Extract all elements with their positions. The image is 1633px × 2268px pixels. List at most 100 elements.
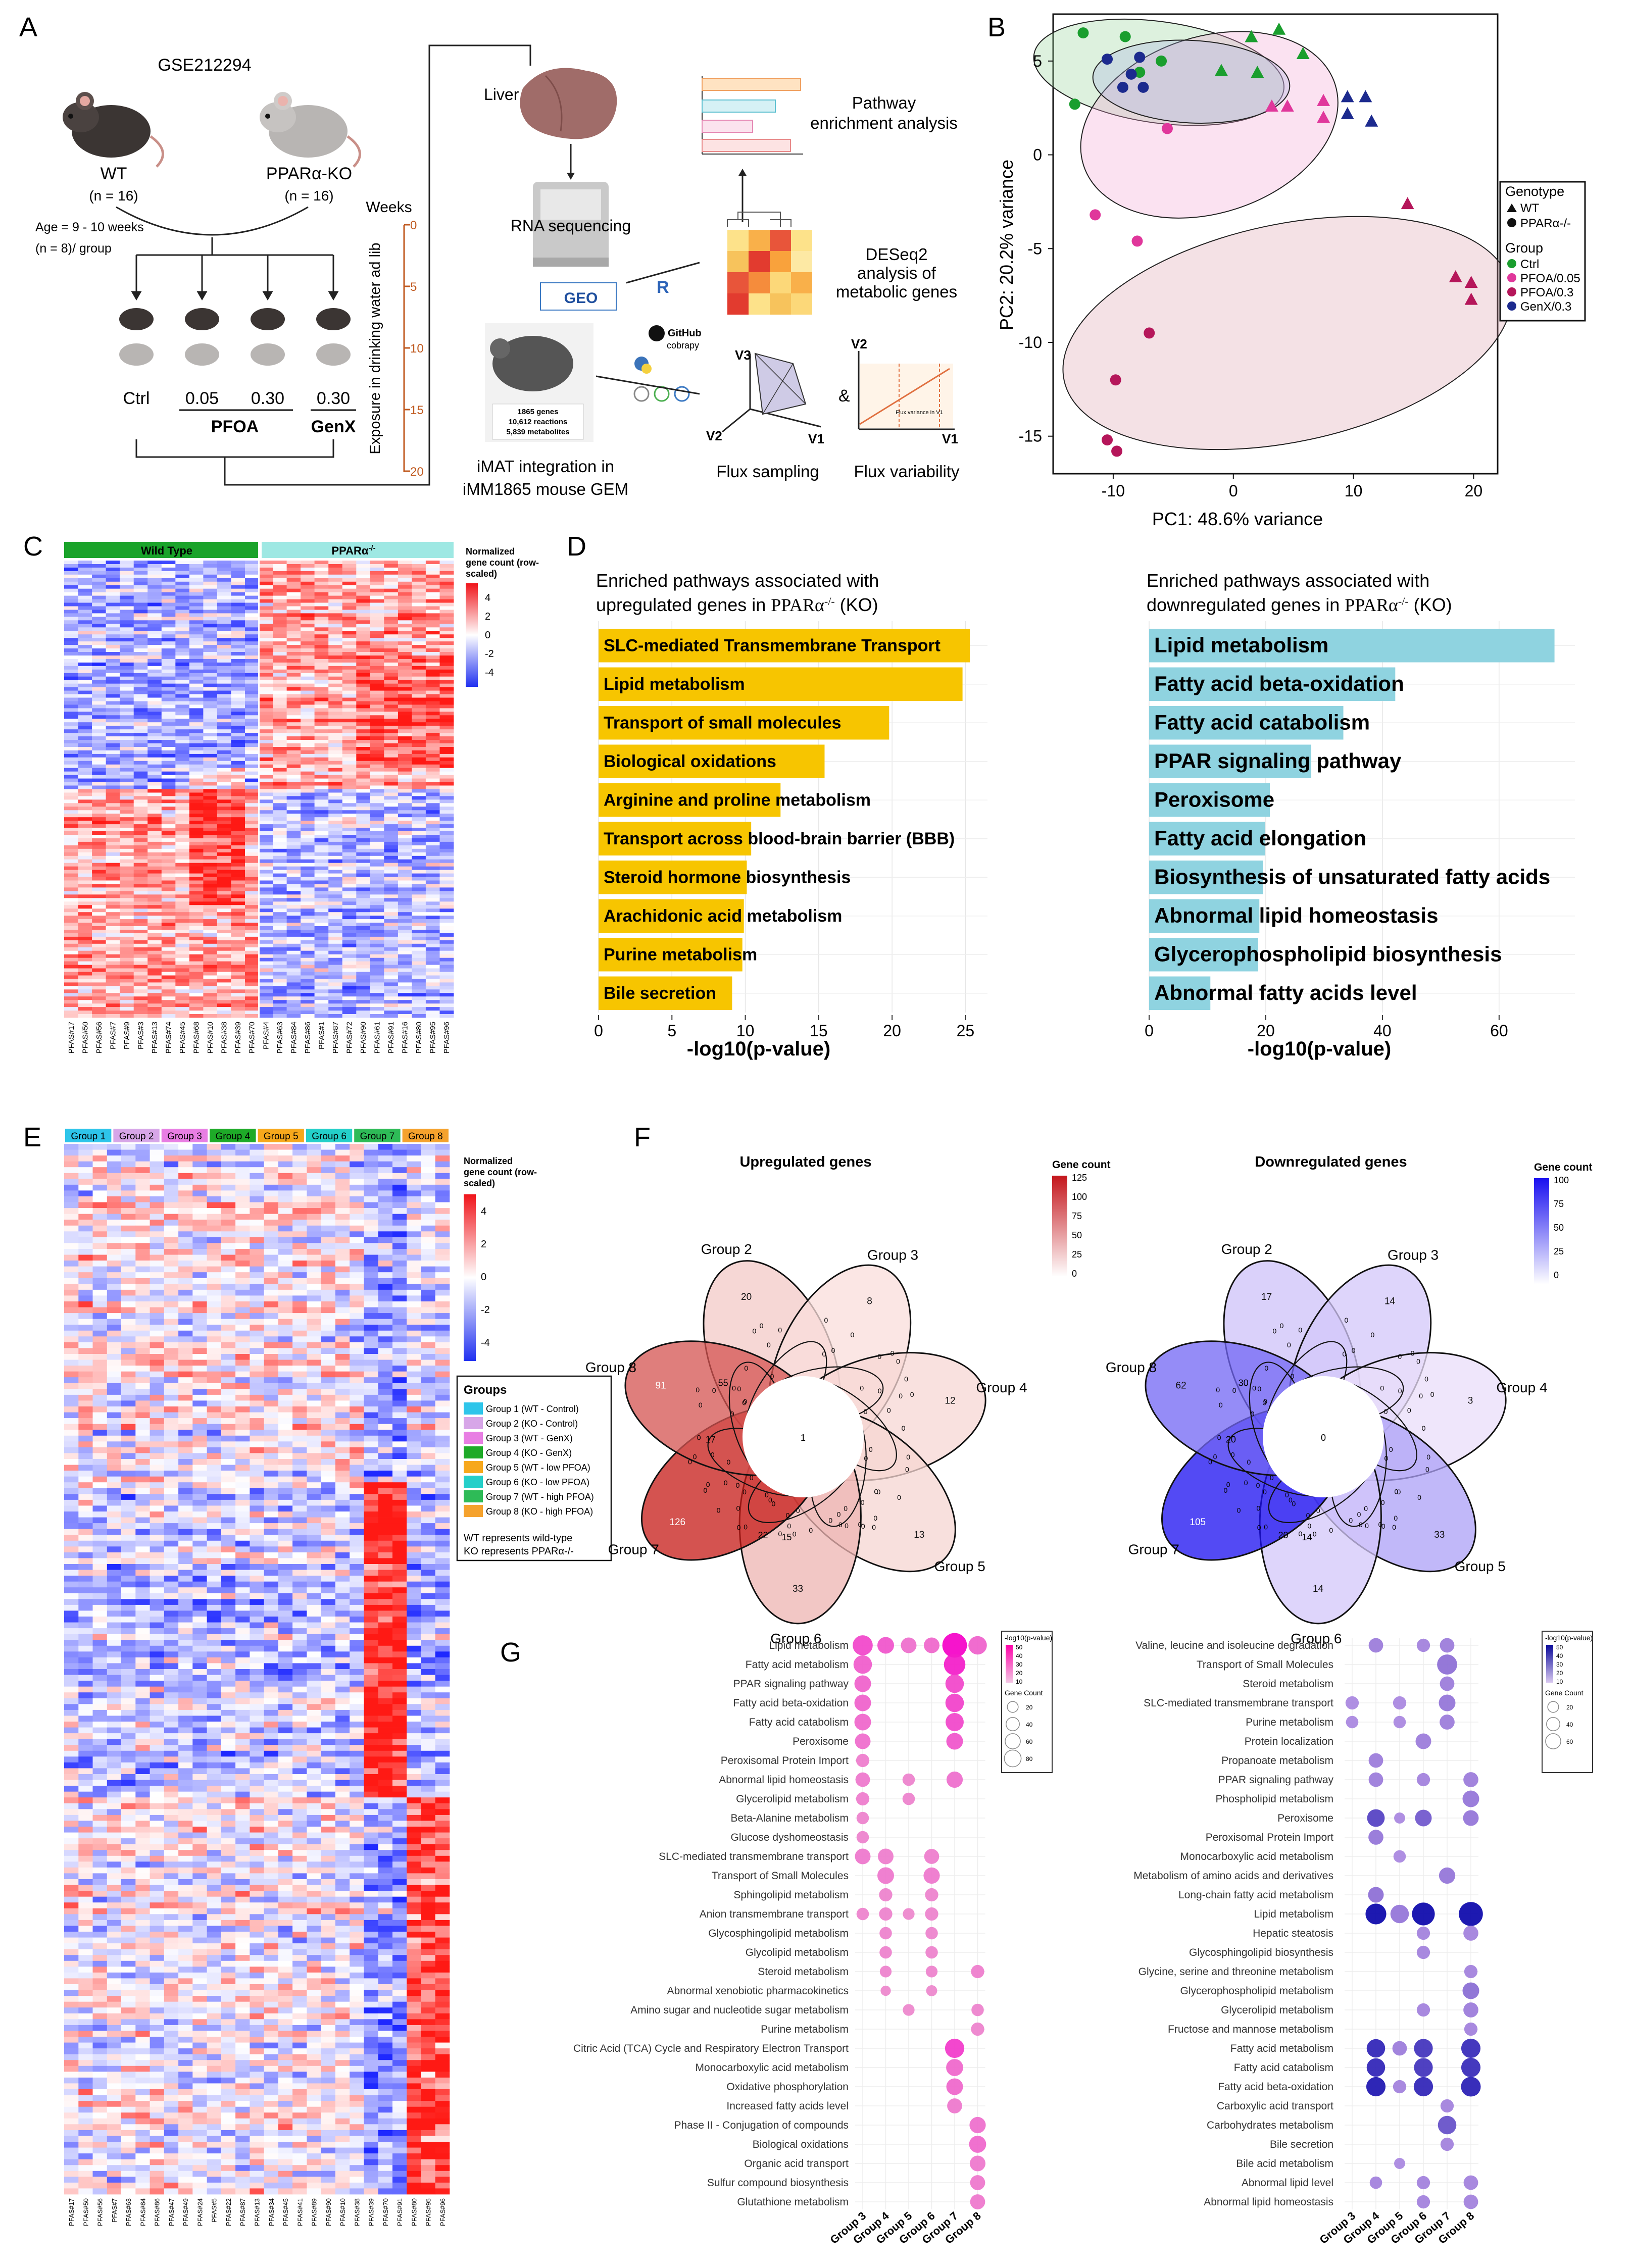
heat-cell — [64, 919, 78, 923]
bottom-bracket — [135, 44, 531, 486]
heat-cell — [64, 821, 78, 825]
heat-cell — [245, 965, 259, 969]
heat-cell — [378, 1237, 393, 1243]
heat-cell — [245, 610, 259, 614]
heat-cell — [120, 697, 134, 701]
heat-cell — [92, 606, 107, 610]
heat-cell — [203, 993, 218, 997]
heat-cell — [370, 891, 384, 895]
heat-cell — [364, 1307, 379, 1314]
heat-cell — [378, 1284, 393, 1290]
heat-cell — [342, 676, 357, 681]
heat-cell — [407, 1184, 421, 1191]
heat-cell — [107, 1231, 122, 1238]
heat-cell — [106, 901, 120, 905]
heat-cell — [133, 926, 148, 930]
heat-cell — [370, 821, 384, 825]
heat-cell — [356, 659, 371, 663]
heat-cell — [259, 690, 273, 694]
heat-cell — [264, 1284, 279, 1290]
heat-cell — [64, 606, 78, 610]
heat-cell — [350, 1173, 364, 1179]
heat-cell — [370, 631, 384, 635]
heat-cell — [259, 831, 273, 835]
heat-cell — [231, 814, 245, 818]
heat-cell — [203, 954, 218, 959]
heat-cell — [301, 789, 315, 793]
heat-cell — [421, 1179, 436, 1185]
heat-cell — [412, 687, 426, 691]
heat-cell — [314, 838, 329, 842]
panel-letter-d: D — [567, 531, 586, 562]
heat-cell — [92, 803, 107, 807]
sample-label: PFAS#80 — [415, 1022, 423, 1053]
heat-cell — [301, 933, 315, 937]
heat-cell — [221, 1266, 236, 1273]
heat-cell — [301, 634, 315, 638]
heat-cell — [120, 796, 134, 800]
heat-cell — [259, 585, 273, 589]
heat-cell — [175, 841, 190, 846]
heat-cell — [421, 1214, 436, 1220]
heat-cell — [175, 750, 190, 754]
heat-cell — [356, 567, 371, 572]
heat-cell — [120, 750, 134, 754]
heat-cell — [384, 912, 399, 916]
heat-cell — [235, 1336, 250, 1343]
heat-cell — [301, 595, 315, 599]
heat-cell — [203, 662, 218, 667]
heat-cell — [286, 965, 301, 969]
heat-cell — [133, 676, 148, 681]
heat-cell — [314, 986, 329, 990]
heat-cell — [314, 1011, 329, 1015]
heat-cell — [245, 729, 259, 733]
heat-cell — [259, 740, 273, 744]
heat-cell — [231, 1014, 245, 1018]
bar-label: Transport of small molecules — [604, 713, 841, 732]
heat-cell — [231, 912, 245, 916]
heat-cell — [356, 676, 371, 681]
heat-cell — [439, 947, 454, 951]
heat-cell — [133, 943, 148, 948]
wt-header-label: Wild Type — [141, 544, 192, 557]
heat-cell — [175, 943, 190, 948]
heat-cell — [245, 933, 259, 937]
heat-cell — [250, 1301, 265, 1307]
heat-cell — [425, 648, 440, 652]
heat-cell — [314, 627, 329, 631]
heat-cell — [425, 743, 440, 747]
heat-cell — [221, 1167, 236, 1174]
heat-cell — [217, 936, 231, 941]
heat-cell — [178, 1325, 193, 1331]
heat-cell — [370, 989, 384, 993]
heat-cell — [150, 1301, 165, 1307]
heat-cell — [259, 638, 273, 642]
heat-cell — [245, 627, 259, 631]
heat-cell — [286, 726, 301, 730]
heat-cell — [273, 898, 287, 902]
heat-cell — [328, 771, 343, 776]
heat-cell — [370, 799, 384, 803]
heat-cell — [328, 870, 343, 874]
heat-cell — [217, 571, 231, 575]
heat-cell — [264, 1202, 279, 1208]
heat-cell — [392, 1354, 407, 1360]
heat-cell — [92, 694, 107, 698]
heat-cell — [92, 1325, 108, 1331]
heat-cell — [342, 683, 357, 688]
heat-cell — [425, 930, 440, 934]
heat-cell — [106, 613, 120, 617]
heat-cell — [217, 768, 231, 772]
heat-cell — [250, 1272, 265, 1279]
heat-cell — [356, 923, 371, 927]
heat-cell — [384, 891, 399, 895]
heat-cell — [231, 676, 245, 681]
heat-cell — [273, 933, 287, 937]
heat-cell — [245, 750, 259, 754]
heat-cell — [342, 627, 357, 631]
heat-cell — [384, 567, 399, 572]
heat-cell — [421, 1254, 436, 1261]
heat-cell — [107, 1319, 122, 1325]
heat-cell — [286, 627, 301, 631]
heat-cell — [314, 940, 329, 944]
